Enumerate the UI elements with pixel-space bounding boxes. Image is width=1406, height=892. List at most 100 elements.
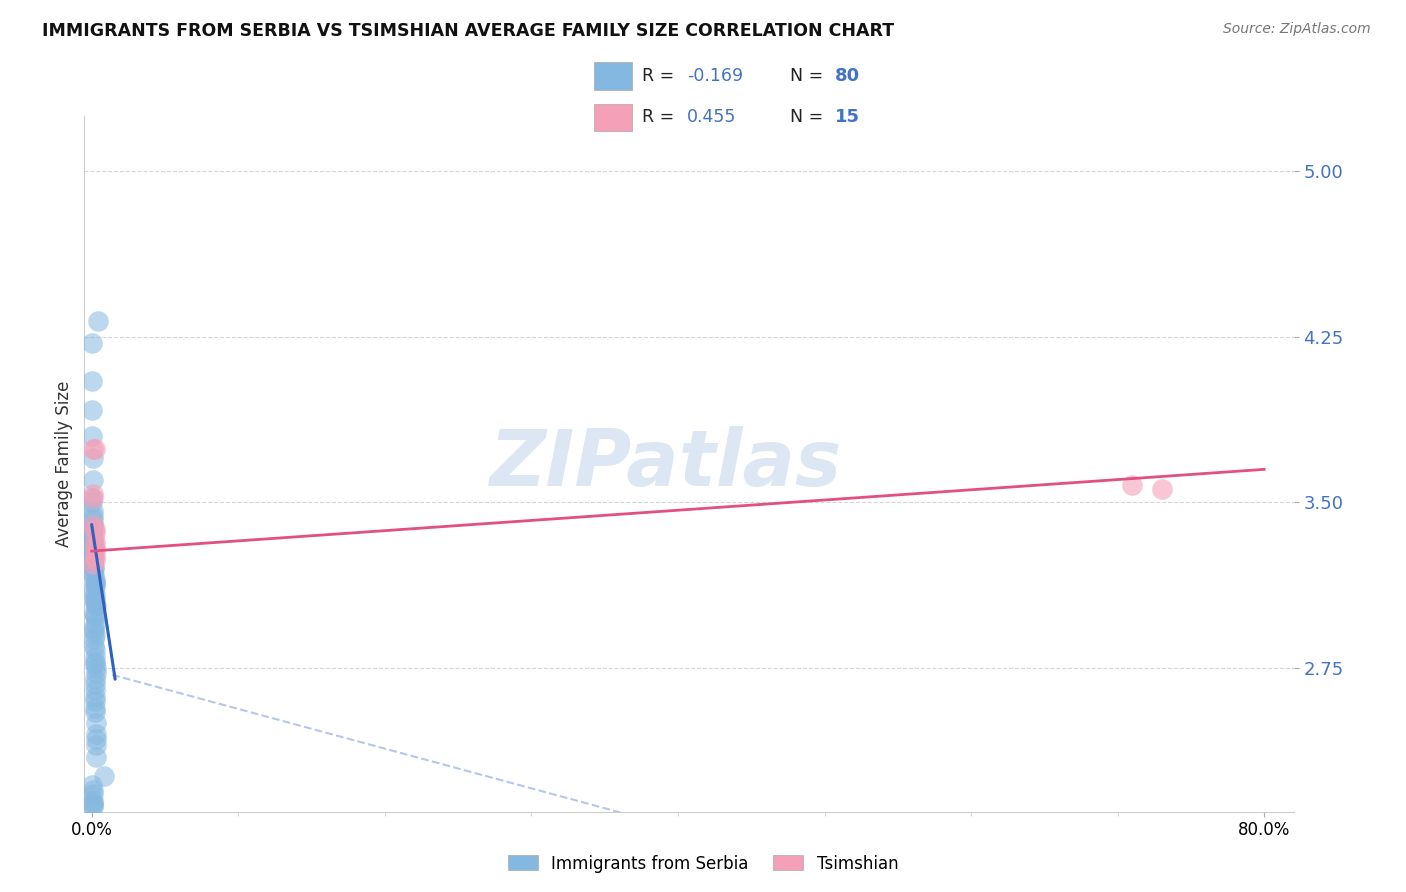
- Point: [82, 336, 104, 351]
- Point: [82, 491, 104, 505]
- Point: [82, 474, 104, 488]
- FancyBboxPatch shape: [593, 62, 631, 90]
- Point: [82, 549, 104, 563]
- Text: 15: 15: [835, 108, 860, 126]
- Point: [83, 568, 105, 582]
- Point: [83, 608, 105, 623]
- Point: [83, 562, 105, 576]
- Point: [82, 566, 104, 581]
- Point: [82, 528, 104, 542]
- Point: [83, 573, 105, 587]
- Point: [82, 526, 104, 541]
- Point: [82, 402, 104, 417]
- Point: [82, 486, 104, 500]
- Point: [82, 558, 104, 572]
- Point: [82, 787, 104, 801]
- Y-axis label: Average Family Size: Average Family Size: [55, 381, 73, 547]
- Point: [83, 621, 105, 635]
- Point: [83, 583, 105, 598]
- Point: [83, 650, 105, 665]
- Point: [83, 526, 105, 541]
- Point: [82, 796, 104, 810]
- Point: [82, 555, 104, 569]
- Text: -0.169: -0.169: [688, 68, 742, 86]
- Point: [93, 769, 115, 783]
- Point: [82, 782, 104, 797]
- Point: [83, 655, 105, 669]
- Point: [83, 606, 105, 620]
- Point: [83, 592, 105, 607]
- Point: [83, 588, 105, 602]
- Point: [82, 513, 104, 527]
- Point: [84, 716, 107, 731]
- Point: [82, 798, 104, 813]
- Point: [83, 597, 105, 611]
- Point: [83, 591, 105, 605]
- Point: [83, 639, 105, 653]
- Point: [82, 540, 104, 554]
- Text: R =: R =: [643, 68, 679, 86]
- Point: [82, 508, 104, 523]
- Text: N =: N =: [790, 68, 830, 86]
- Point: [83, 694, 105, 708]
- Point: [83, 706, 105, 720]
- Point: [83, 672, 105, 686]
- Text: 80: 80: [835, 68, 860, 86]
- Point: [83, 610, 105, 624]
- Point: [83, 540, 105, 554]
- Point: [86, 314, 108, 328]
- Point: [83, 553, 105, 567]
- Point: [83, 683, 105, 698]
- Point: [83, 522, 105, 536]
- Point: [82, 553, 104, 567]
- Point: [84, 727, 107, 741]
- Point: [83, 544, 105, 558]
- Point: [1121, 478, 1143, 492]
- Point: [83, 701, 105, 715]
- Point: [82, 524, 104, 539]
- Point: [83, 574, 105, 589]
- Point: [82, 491, 104, 505]
- Point: [82, 522, 104, 536]
- Point: [82, 442, 104, 457]
- Point: [82, 517, 104, 532]
- Point: [82, 504, 104, 518]
- Point: [83, 632, 105, 647]
- Point: [83, 643, 105, 657]
- Point: [84, 749, 107, 764]
- Point: [82, 495, 104, 509]
- Point: [1150, 482, 1173, 496]
- Point: [83, 628, 105, 642]
- Point: [82, 533, 104, 547]
- Point: [84, 731, 107, 746]
- Point: [82, 800, 104, 814]
- Point: [82, 429, 104, 443]
- FancyBboxPatch shape: [593, 103, 631, 131]
- Point: [82, 517, 104, 532]
- Point: [83, 577, 105, 591]
- Text: N =: N =: [790, 108, 830, 126]
- Point: [84, 661, 107, 675]
- Point: [83, 676, 105, 690]
- Point: [83, 579, 105, 593]
- Point: [82, 541, 104, 556]
- Text: IMMIGRANTS FROM SERBIA VS TSIMSHIAN AVERAGE FAMILY SIZE CORRELATION CHART: IMMIGRANTS FROM SERBIA VS TSIMSHIAN AVER…: [42, 22, 894, 40]
- Text: Source: ZipAtlas.com: Source: ZipAtlas.com: [1223, 22, 1371, 37]
- Point: [82, 558, 104, 572]
- Point: [82, 535, 104, 549]
- Point: [82, 778, 104, 792]
- Point: [83, 535, 105, 549]
- Point: [83, 690, 105, 704]
- Legend: Immigrants from Serbia, Tsimshian: Immigrants from Serbia, Tsimshian: [501, 848, 905, 880]
- Point: [84, 665, 107, 680]
- Point: [82, 451, 104, 466]
- Point: [83, 549, 105, 563]
- Point: [83, 595, 105, 609]
- Point: [82, 794, 104, 808]
- Text: 0.455: 0.455: [688, 108, 737, 126]
- Point: [82, 544, 104, 558]
- Point: [84, 739, 107, 753]
- Point: [83, 617, 105, 632]
- Point: [82, 546, 104, 560]
- Point: [82, 374, 104, 388]
